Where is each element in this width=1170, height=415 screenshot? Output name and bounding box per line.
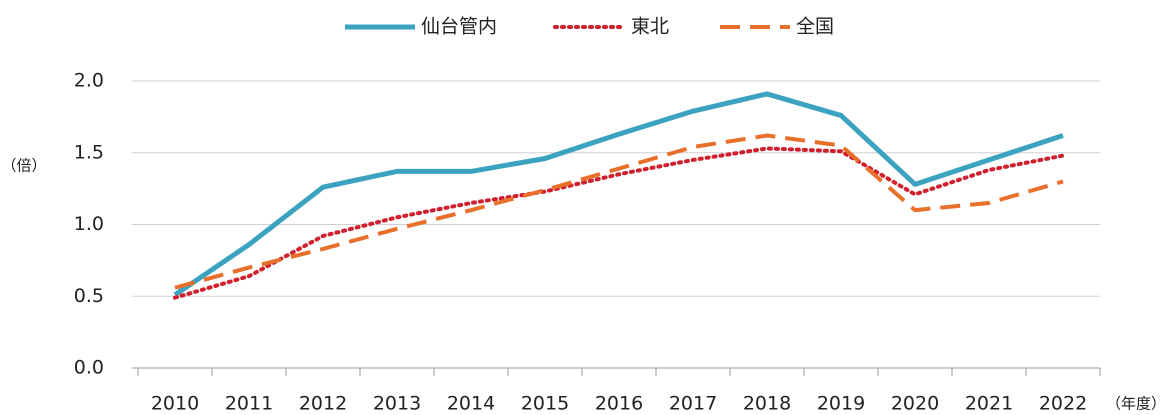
y-axis-label: （倍） — [1, 157, 46, 175]
x-tick-label: 2021 — [965, 393, 1013, 415]
x-tick-label: 2020 — [891, 393, 939, 415]
series-line — [173, 146, 1065, 300]
x-tick-label: 2013 — [373, 393, 421, 415]
x-tick-label: 2011 — [225, 393, 273, 415]
y-tick-label: 0.0 — [74, 357, 104, 379]
x-tick-label: 2014 — [447, 393, 495, 415]
y-tick-label: 0.5 — [74, 285, 104, 307]
x-tick-label: 2012 — [299, 393, 347, 415]
x-tick-label: 2022 — [1039, 393, 1087, 415]
x-tick-label: 2019 — [817, 393, 865, 415]
y-tick-label: 1.0 — [74, 213, 104, 235]
y-tick-label: 2.0 — [74, 70, 104, 92]
legend-label: 東北 — [631, 16, 669, 38]
x-tick-label: 2015 — [521, 393, 569, 415]
y-tick-label: 1.5 — [74, 141, 104, 163]
x-axis-label: （年度） — [1106, 395, 1166, 413]
x-tick-label: 2017 — [669, 393, 717, 415]
x-tick-label: 2018 — [743, 393, 791, 415]
legend-label: 全国 — [796, 16, 834, 38]
series-line — [173, 91, 1064, 297]
legend-label: 仙台管内 — [421, 16, 497, 38]
series-line — [174, 133, 1064, 290]
x-tick-label: 2010 — [151, 393, 199, 415]
x-tick-label: 2016 — [595, 393, 643, 415]
